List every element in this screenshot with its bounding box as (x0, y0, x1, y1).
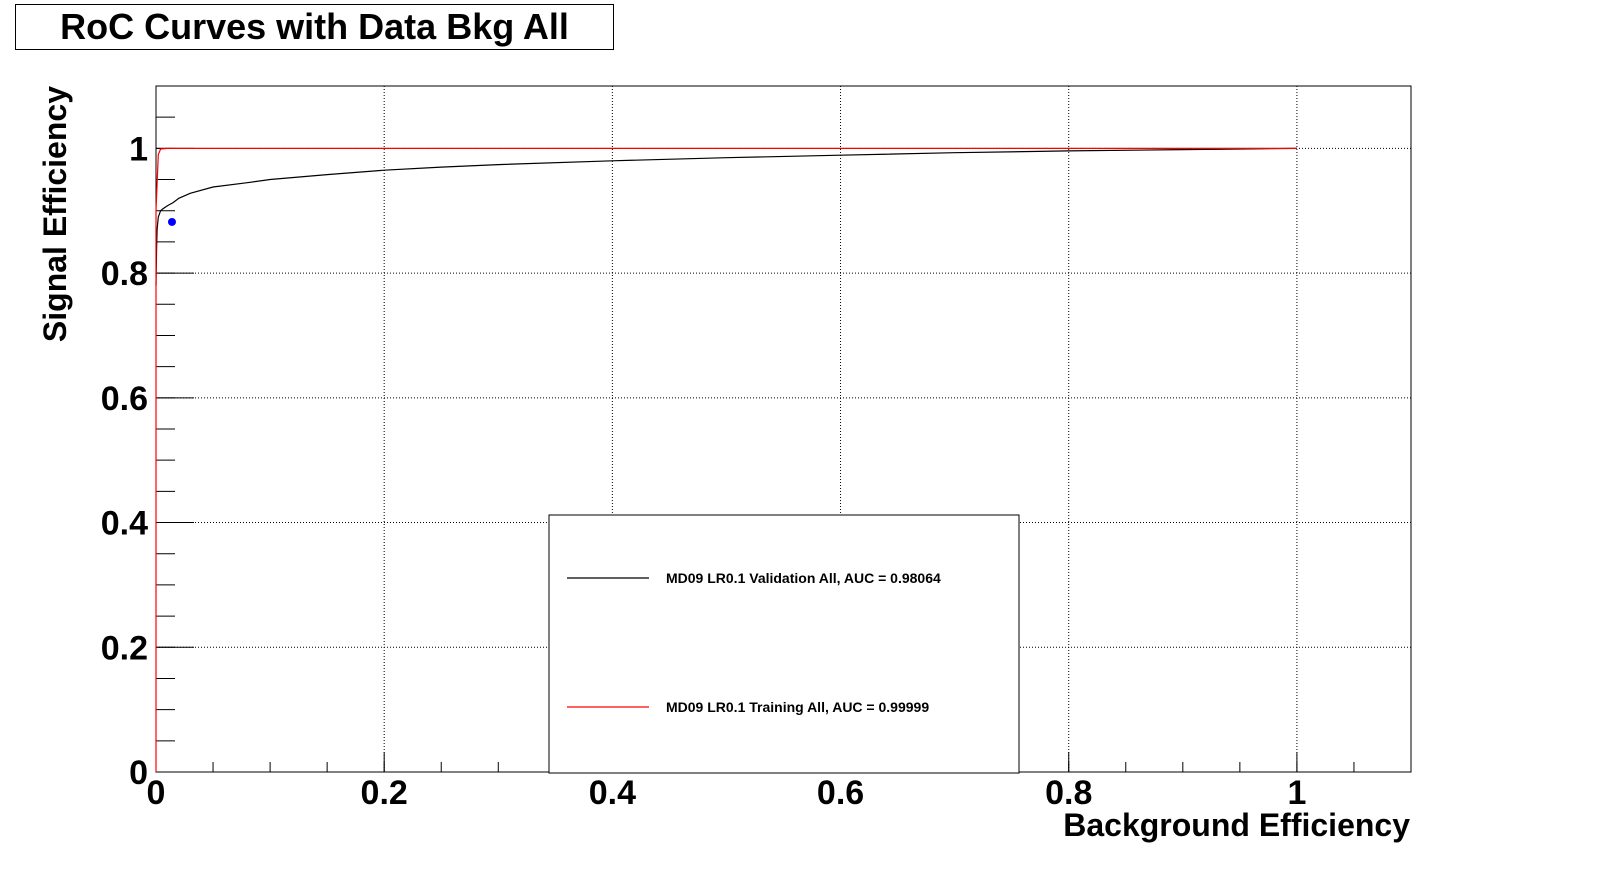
x-tick-label: 0 (147, 774, 166, 812)
y-tick-label: 0.2 (101, 629, 148, 667)
y-tick-label: 0 (129, 754, 148, 792)
legend-label-1: MD09 LR0.1 Training All, AUC = 0.99999 (666, 699, 929, 715)
chart-title: RoC Curves with Data Bkg All (60, 6, 569, 47)
series-line-0 (155, 147, 1297, 286)
y-tick-label: 0.8 (101, 255, 148, 293)
chart-title-box: RoC Curves with Data Bkg All (15, 4, 614, 50)
y-axis-title: Signal Efficiency (37, 86, 73, 342)
x-tick-label: 0.4 (589, 774, 636, 812)
legend-box (548, 514, 1020, 774)
x-tick-label: 0.6 (817, 774, 864, 812)
series-lines (155, 147, 1297, 772)
y-tick-label: 1 (129, 130, 148, 168)
axis-tick-labels: 0 0.2 0.4 0.6 0.8 1 0 0.2 0.4 0.6 0.8 1 (101, 130, 1307, 812)
x-tick-label: 0.8 (1045, 774, 1092, 812)
y-tick-label: 0.6 (101, 380, 148, 418)
working-point-marker (167, 217, 176, 226)
y-tick-label: 0.4 (101, 505, 148, 543)
x-tick-label: 1 (1287, 774, 1306, 812)
x-tick-label: 0.2 (361, 774, 408, 812)
series-line-1 (155, 147, 1297, 772)
x-axis-title: Background Efficiency (1063, 807, 1410, 843)
legend-label-0: MD09 LR0.1 Validation All, AUC = 0.98064 (666, 570, 941, 586)
legend: MD09 LR0.1 Validation All, AUC = 0.98064… (548, 514, 1020, 774)
